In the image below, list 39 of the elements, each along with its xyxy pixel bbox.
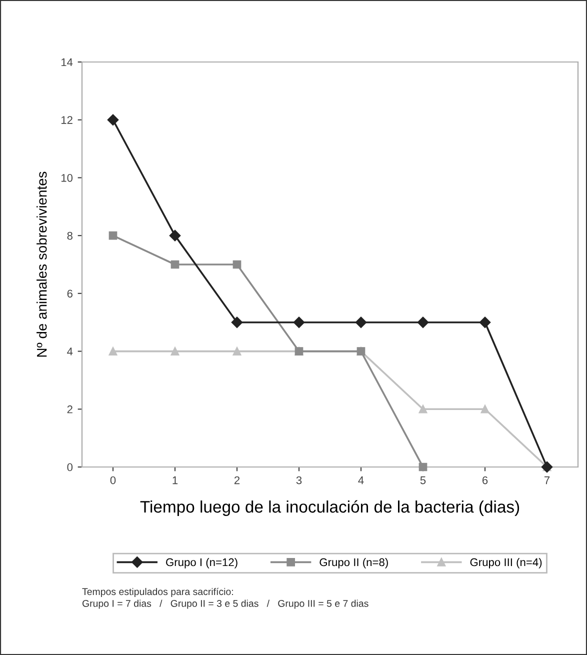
point — [293, 316, 305, 328]
y-tick-label: 10 — [61, 174, 73, 182]
x-tick-label: 1 — [172, 476, 178, 484]
point — [418, 404, 428, 414]
point — [232, 347, 242, 356]
point — [232, 260, 242, 269]
legend-label: Grupo III (n=4) — [470, 558, 542, 568]
y-tick-label: 4 — [67, 348, 73, 356]
point — [170, 260, 180, 269]
y-tick-label: 6 — [67, 290, 72, 298]
point — [170, 347, 180, 356]
x-tick-label: 3 — [296, 476, 302, 484]
x-tick-label: 4 — [358, 476, 364, 484]
x-tick-label: 7 — [544, 476, 550, 484]
y-tick-label: 2 — [67, 405, 72, 414]
text: Tempos estipulados para sacrifício: — [82, 588, 233, 598]
point — [108, 347, 118, 356]
x-tick-label: 6 — [482, 476, 488, 484]
point — [417, 316, 429, 328]
point — [418, 462, 428, 472]
point — [355, 316, 367, 328]
point — [480, 404, 490, 414]
y-axis-title: Nº de animales sobrevivientes — [36, 172, 47, 357]
y-tick-label: 12 — [61, 116, 72, 124]
point — [108, 231, 118, 240]
x-tick-label: 0 — [110, 476, 116, 484]
x-tick-label: 2 — [234, 476, 240, 484]
point — [169, 230, 181, 242]
text: Grupo I = 7 dias / Grupo II = 3 e 5 dias / Grupo III = 5 e 7 dias — [82, 600, 368, 609]
y-tick-label: 0 — [67, 463, 73, 472]
point — [107, 114, 119, 126]
x-axis-title: Tiempo luego de la inoculación de la bacteria (dias) — [140, 500, 520, 516]
y-tick-label: 8 — [67, 232, 72, 240]
legend-label: Grupo I (n=12) — [166, 558, 238, 568]
y-tick-label: 14 — [61, 58, 73, 66]
point — [231, 316, 243, 328]
x-tick-label: 5 — [420, 476, 426, 484]
point — [479, 316, 491, 328]
legend-label: Grupo II (n=8) — [320, 558, 388, 568]
